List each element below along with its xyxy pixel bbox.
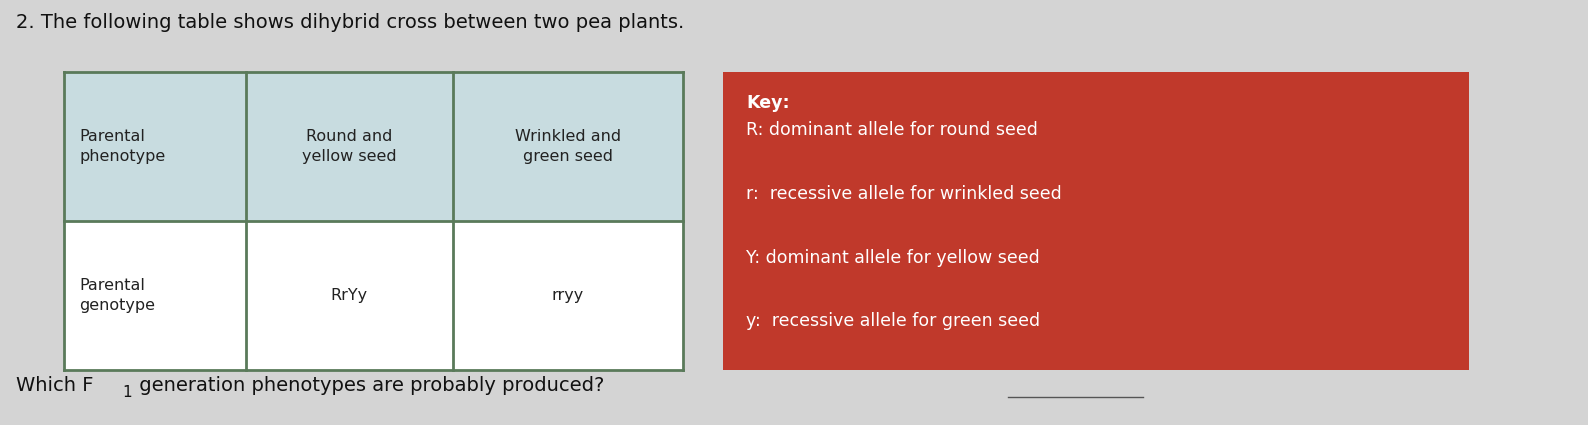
Text: R: dominant allele for round seed: R: dominant allele for round seed xyxy=(746,121,1039,139)
Text: Parental
genotype: Parental genotype xyxy=(79,278,156,313)
Text: Key:: Key: xyxy=(746,94,789,111)
Bar xyxy=(246,221,453,370)
Text: 2. The following table shows dihybrid cross between two pea plants.: 2. The following table shows dihybrid cr… xyxy=(16,13,684,32)
Text: Which F: Which F xyxy=(16,376,94,395)
Bar xyxy=(723,72,1469,370)
Text: rryy: rryy xyxy=(551,288,584,303)
Bar xyxy=(64,72,246,221)
Bar xyxy=(453,221,683,370)
Text: 1: 1 xyxy=(122,385,132,400)
Text: r:  recessive allele for wrinkled seed: r: recessive allele for wrinkled seed xyxy=(746,185,1062,203)
Text: generation phenotypes are probably produced?: generation phenotypes are probably produ… xyxy=(133,376,605,395)
Text: Round and
yellow seed: Round and yellow seed xyxy=(302,129,397,164)
Bar xyxy=(64,221,246,370)
Text: Y: dominant allele for yellow seed: Y: dominant allele for yellow seed xyxy=(746,249,1040,266)
Text: Parental
phenotype: Parental phenotype xyxy=(79,129,165,164)
Bar xyxy=(246,72,453,221)
Text: RrYy: RrYy xyxy=(330,288,368,303)
Text: y:  recessive allele for green seed: y: recessive allele for green seed xyxy=(746,312,1040,330)
Text: Wrinkled and
green seed: Wrinkled and green seed xyxy=(515,129,621,164)
Bar xyxy=(453,72,683,221)
